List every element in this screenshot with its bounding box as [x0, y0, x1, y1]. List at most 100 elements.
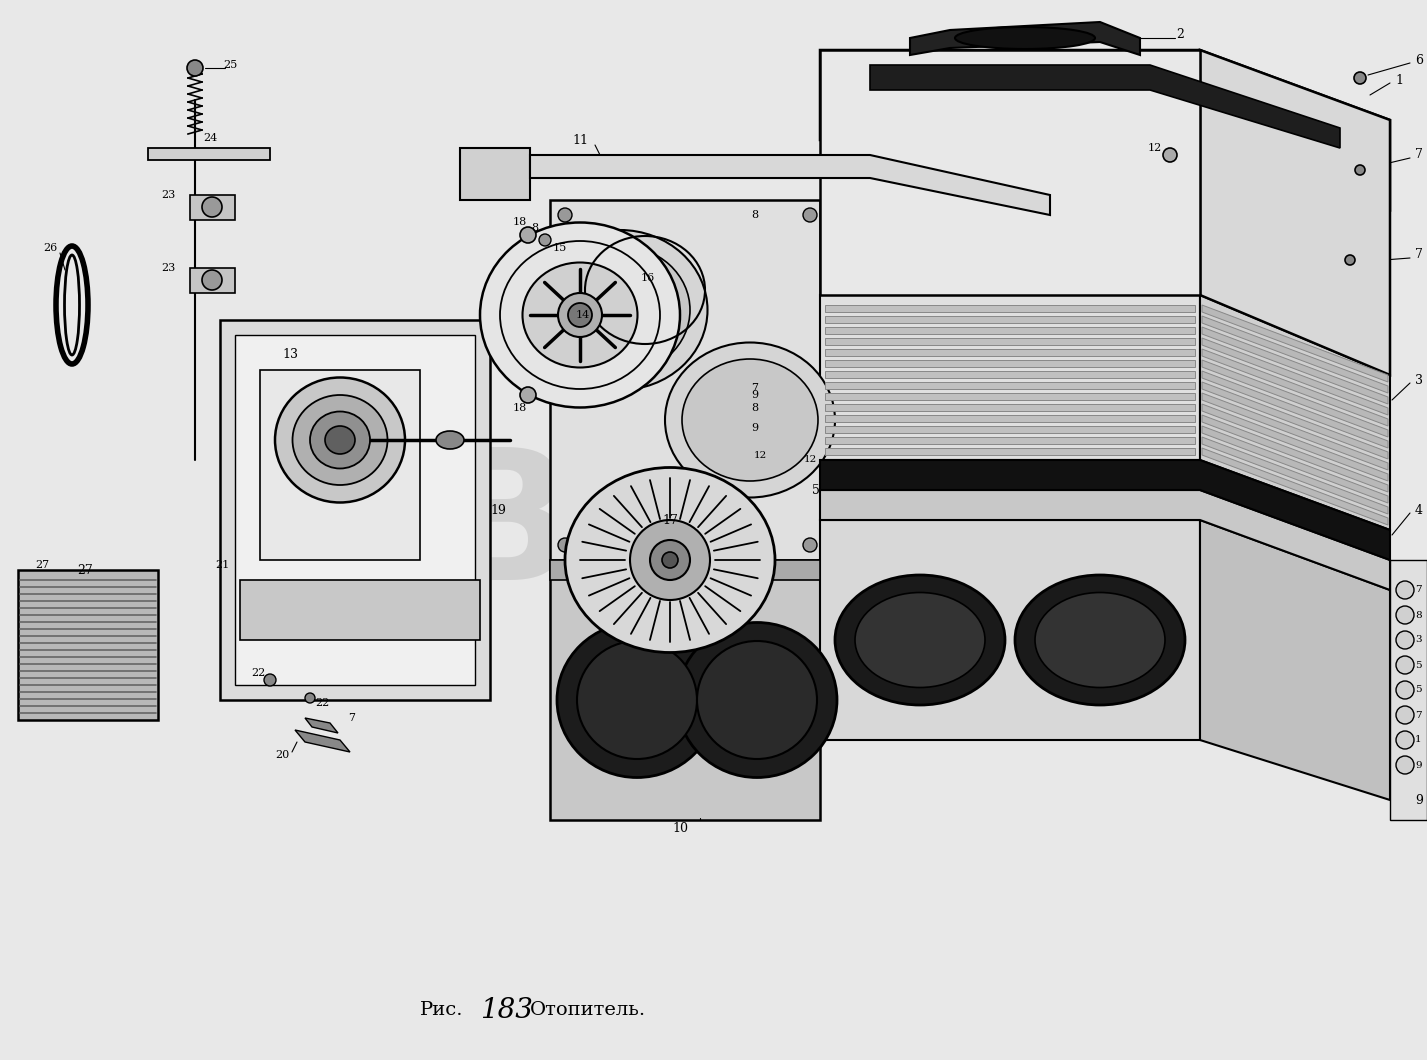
Ellipse shape	[696, 641, 818, 759]
Ellipse shape	[1015, 575, 1184, 705]
Ellipse shape	[275, 377, 405, 502]
Ellipse shape	[955, 26, 1095, 49]
Circle shape	[1346, 255, 1356, 265]
Text: 9: 9	[752, 423, 759, 432]
Polygon shape	[825, 426, 1194, 432]
Text: 11: 11	[572, 134, 588, 146]
Circle shape	[803, 538, 818, 552]
Text: 3: 3	[1416, 373, 1423, 387]
Ellipse shape	[1035, 593, 1164, 688]
Polygon shape	[529, 155, 1050, 215]
Circle shape	[1396, 706, 1414, 724]
Text: 23: 23	[161, 190, 176, 200]
Polygon shape	[910, 22, 1140, 55]
Polygon shape	[1202, 404, 1388, 481]
Text: 7: 7	[1416, 248, 1423, 262]
Polygon shape	[549, 560, 821, 580]
Polygon shape	[1202, 382, 1388, 459]
Polygon shape	[549, 560, 821, 820]
Text: 26: 26	[43, 243, 57, 253]
Polygon shape	[825, 448, 1194, 455]
Ellipse shape	[522, 263, 638, 368]
Polygon shape	[295, 730, 350, 752]
Circle shape	[1396, 606, 1414, 624]
Text: 8: 8	[752, 403, 759, 413]
Polygon shape	[870, 65, 1340, 148]
Polygon shape	[1202, 371, 1388, 448]
Circle shape	[629, 520, 711, 600]
Circle shape	[519, 227, 537, 243]
Ellipse shape	[665, 342, 835, 497]
Text: 183: 183	[479, 996, 532, 1024]
Polygon shape	[1202, 393, 1388, 470]
Text: 5: 5	[812, 483, 821, 496]
Text: 18: 18	[512, 403, 527, 413]
Polygon shape	[821, 50, 1200, 295]
Text: 22: 22	[315, 697, 330, 708]
Text: 7: 7	[1416, 585, 1421, 595]
Polygon shape	[825, 437, 1194, 444]
Polygon shape	[459, 148, 529, 200]
Polygon shape	[1202, 338, 1388, 416]
Text: 12: 12	[1147, 143, 1162, 153]
Polygon shape	[1390, 560, 1427, 820]
Polygon shape	[821, 50, 1390, 210]
Ellipse shape	[557, 622, 716, 777]
Polygon shape	[240, 580, 479, 640]
Text: 17: 17	[662, 513, 678, 527]
Text: 1: 1	[1416, 736, 1421, 744]
Polygon shape	[1202, 448, 1388, 525]
Polygon shape	[1202, 437, 1388, 514]
Circle shape	[264, 674, 275, 686]
Circle shape	[558, 208, 572, 222]
Polygon shape	[220, 320, 489, 700]
Circle shape	[187, 60, 203, 76]
Text: 22: 22	[251, 668, 265, 678]
Polygon shape	[260, 370, 420, 560]
Polygon shape	[825, 393, 1194, 400]
Circle shape	[1396, 731, 1414, 749]
Circle shape	[1396, 681, 1414, 699]
Circle shape	[539, 234, 551, 246]
Polygon shape	[1202, 305, 1388, 382]
Text: 19: 19	[489, 504, 507, 516]
Circle shape	[662, 552, 678, 568]
Circle shape	[568, 303, 592, 326]
Text: 2: 2	[1176, 29, 1184, 41]
Circle shape	[1356, 165, 1366, 175]
Ellipse shape	[565, 467, 775, 653]
Ellipse shape	[676, 622, 838, 777]
Text: 8: 8	[531, 223, 538, 233]
Polygon shape	[821, 295, 1200, 460]
Text: 7: 7	[348, 713, 355, 723]
Text: 7: 7	[1416, 710, 1421, 720]
Ellipse shape	[325, 426, 355, 454]
Text: 12: 12	[753, 450, 766, 459]
Polygon shape	[825, 416, 1194, 422]
Text: 12: 12	[803, 456, 816, 464]
Circle shape	[1396, 581, 1414, 599]
Circle shape	[803, 208, 818, 222]
Circle shape	[519, 387, 537, 403]
Circle shape	[558, 538, 572, 552]
Polygon shape	[821, 460, 1390, 560]
Polygon shape	[1202, 416, 1388, 492]
Polygon shape	[825, 338, 1194, 344]
Polygon shape	[825, 371, 1194, 378]
Polygon shape	[825, 382, 1194, 389]
Polygon shape	[1202, 316, 1388, 393]
Polygon shape	[1200, 50, 1390, 375]
Text: 24: 24	[203, 132, 217, 143]
Ellipse shape	[310, 411, 370, 469]
Polygon shape	[1202, 349, 1388, 426]
Polygon shape	[825, 326, 1194, 334]
Polygon shape	[305, 718, 338, 734]
Polygon shape	[1200, 295, 1390, 530]
Ellipse shape	[293, 395, 388, 485]
Text: 16: 16	[641, 273, 655, 283]
Circle shape	[203, 270, 223, 290]
Text: 7: 7	[752, 383, 759, 393]
Ellipse shape	[855, 593, 985, 688]
Text: 9: 9	[752, 390, 759, 400]
Circle shape	[305, 693, 315, 703]
